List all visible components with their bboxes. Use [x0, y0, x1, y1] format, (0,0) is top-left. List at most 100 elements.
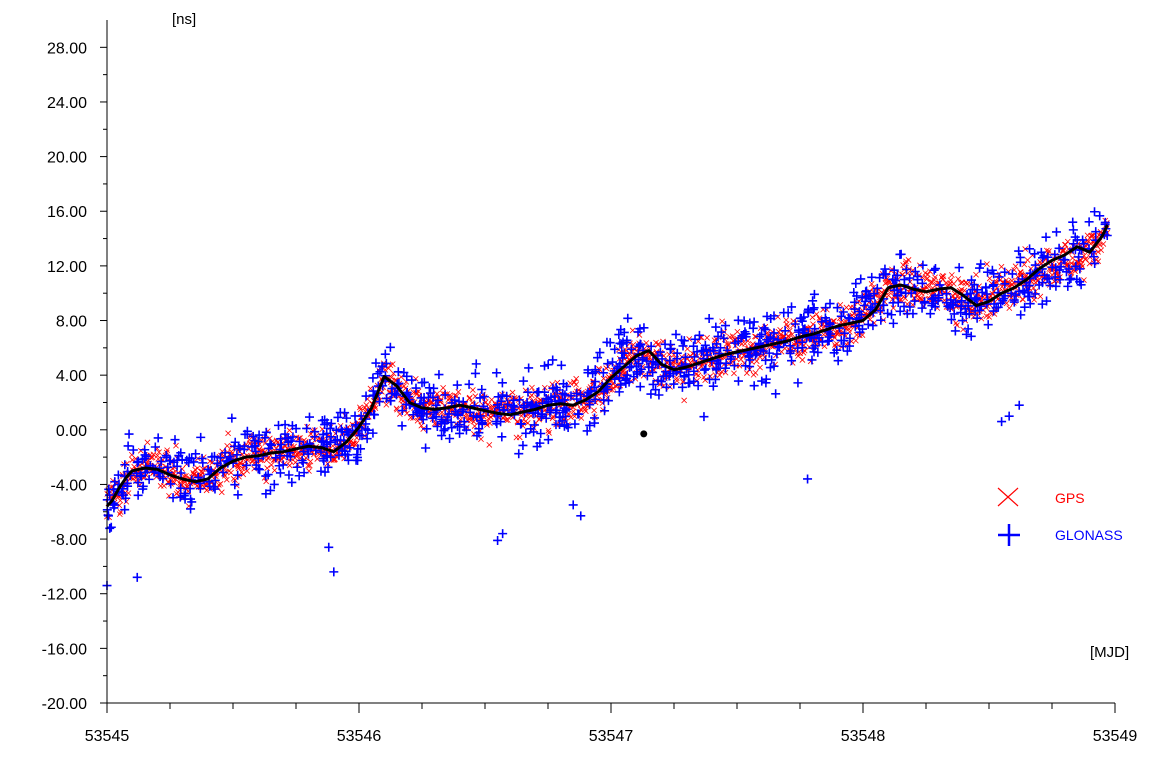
y-tick-label: -20.00 [42, 696, 87, 713]
glonass-point [1047, 262, 1057, 272]
legend-glonass-plus-icon [998, 524, 1020, 546]
glonass-point [832, 303, 842, 313]
glonass-point [875, 306, 885, 316]
glonass-point [117, 488, 127, 498]
glonass-point [689, 341, 699, 351]
x-tick-label: 53547 [589, 728, 634, 745]
gps-point [940, 273, 947, 280]
glonass-point [890, 276, 900, 286]
gps-point [549, 415, 556, 422]
glonass-point [697, 346, 707, 356]
glonass-point [895, 306, 905, 316]
glonass-point [672, 354, 682, 364]
glonass-point [1014, 400, 1024, 410]
gps-point [486, 441, 493, 448]
gps-point [440, 384, 447, 391]
glonass-point [461, 425, 471, 435]
glonass-point [452, 409, 462, 419]
glonass-point [1076, 280, 1086, 290]
glonass-point [1007, 269, 1017, 279]
glonass-point [287, 477, 297, 487]
gps-point [1012, 263, 1019, 270]
gps-point [831, 334, 838, 341]
gps-point [223, 476, 230, 483]
glonass-point [583, 387, 593, 397]
gps-point [1018, 271, 1025, 278]
gps-point [268, 462, 275, 468]
glonass-point [946, 295, 956, 305]
gps-point [905, 257, 912, 263]
legend-item-glonass: GLONASS [998, 524, 1123, 546]
glonass-point [622, 370, 632, 380]
glonass-point [785, 348, 795, 358]
glonass-point [997, 417, 1007, 427]
glonass-point [548, 355, 558, 365]
glonass-point [807, 355, 817, 365]
glonass-point [975, 263, 985, 273]
gps-point [545, 427, 552, 434]
gps-point [948, 272, 955, 278]
gps-point [573, 381, 579, 388]
glonass-point [373, 369, 383, 379]
glonass-point [1025, 244, 1035, 254]
glonass-point [368, 386, 378, 396]
glonass-point [599, 387, 609, 397]
gps-point [509, 389, 516, 396]
glonass-point [642, 371, 652, 381]
gps-point [447, 392, 453, 399]
gps-point [984, 261, 990, 267]
glonass-point [109, 484, 119, 494]
glonass-point [749, 317, 759, 327]
glonass-point [128, 445, 138, 455]
glonass-point [1072, 274, 1082, 284]
glonass-point [910, 267, 920, 277]
glonass-point [661, 382, 671, 392]
glonass-point [576, 511, 586, 521]
legend-label-gps: GPS [1055, 490, 1085, 506]
glonass-point [803, 474, 813, 484]
glonass-point [350, 411, 360, 421]
glonass-point [888, 298, 898, 308]
glonass-point [322, 437, 332, 447]
gps-point [734, 328, 741, 335]
glonass-point [793, 343, 803, 353]
glonass-point [823, 336, 833, 346]
glonass-point [562, 381, 572, 391]
gps-point [813, 311, 820, 318]
glonass-point [235, 443, 245, 453]
glonass-point [230, 480, 240, 490]
glonass-point [1068, 239, 1078, 249]
glonass-point [917, 278, 927, 288]
gps-point [731, 370, 737, 377]
gps-point [957, 280, 964, 286]
gps-point [389, 361, 396, 367]
glonass-point [265, 485, 275, 495]
glonass-point [694, 330, 704, 340]
glonass-point [946, 315, 956, 325]
glonass-point [758, 346, 768, 356]
glonass-point [908, 309, 918, 319]
glonass-point [809, 303, 819, 313]
glonass-point [316, 436, 326, 446]
glonass-point [363, 425, 373, 435]
glonass-point [949, 309, 959, 319]
gps-point [716, 372, 723, 378]
glonass-point [930, 264, 940, 274]
glonass-point [371, 358, 381, 368]
glonass-point [540, 361, 550, 371]
gps-point [582, 408, 589, 415]
glonass-point [407, 375, 417, 385]
glonass-point [899, 301, 909, 311]
gps-point [704, 334, 710, 341]
glonass-point [498, 390, 508, 400]
gps-point [203, 487, 210, 494]
glonass-point [598, 368, 608, 378]
glonass-point [357, 431, 367, 441]
glonass-point [548, 383, 558, 393]
gps-point [1088, 232, 1094, 239]
gps-point [173, 442, 179, 449]
gps-point [263, 478, 270, 485]
gps-point [394, 406, 400, 413]
glonass-point [787, 356, 797, 366]
